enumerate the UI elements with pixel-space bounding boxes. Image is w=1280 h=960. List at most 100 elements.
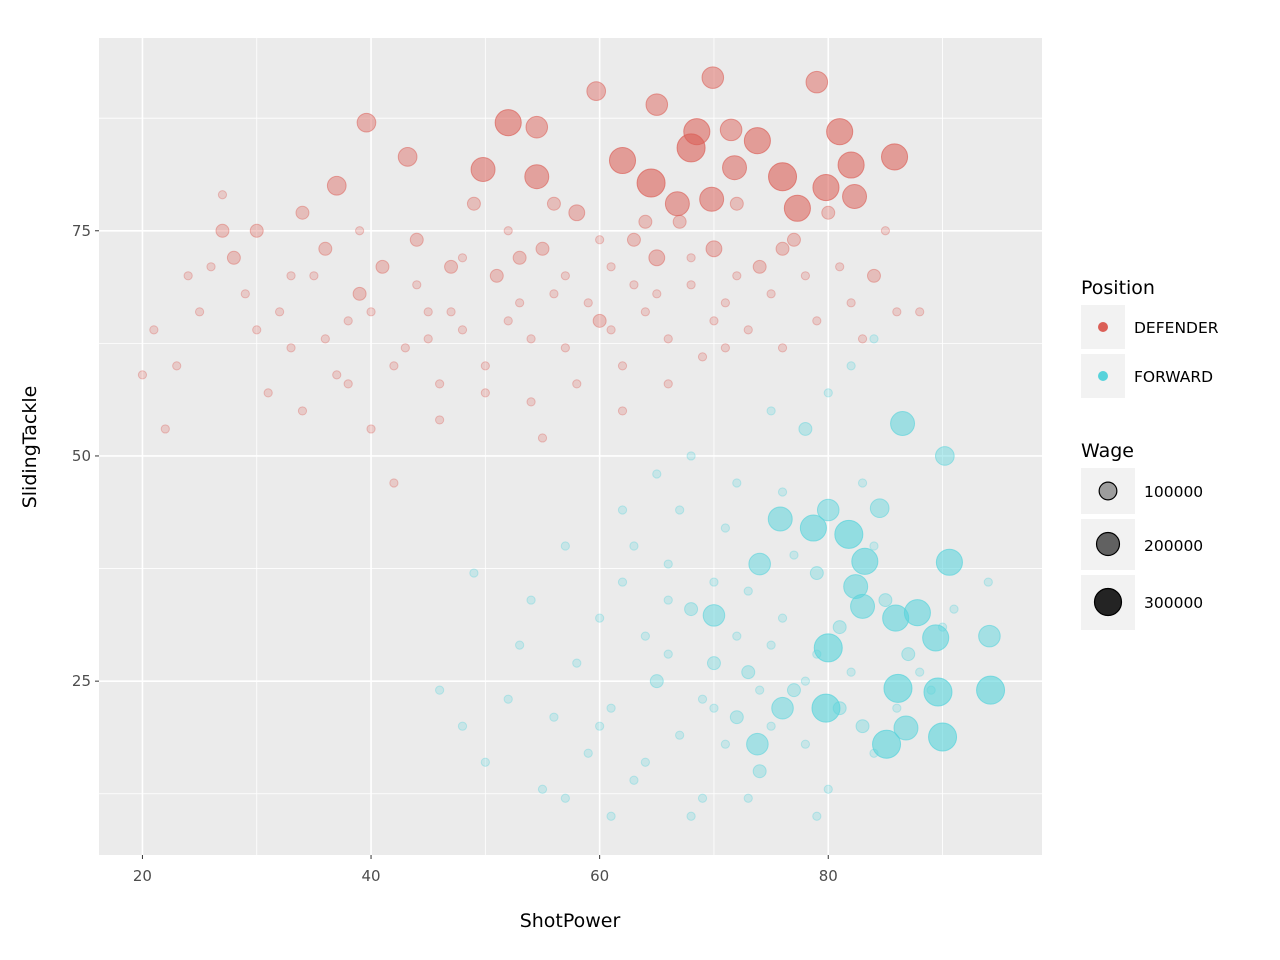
point-forward: [934, 446, 955, 466]
point-defender: [636, 168, 666, 198]
point-forward: [663, 595, 673, 605]
point-forward: [752, 764, 767, 779]
point-defender: [768, 162, 798, 192]
gridlines: [99, 38, 1042, 855]
legend-label-wage-100000: 100000: [1144, 483, 1203, 501]
point-defender: [274, 307, 285, 317]
point-defender: [857, 334, 868, 344]
x-tick-label: 40: [361, 867, 380, 885]
point-defender: [617, 361, 628, 371]
point-forward: [869, 334, 879, 344]
point-forward: [903, 599, 931, 627]
point-forward: [851, 547, 879, 575]
point-defender: [652, 289, 662, 299]
point-defender: [842, 184, 868, 210]
point-defender: [515, 298, 525, 308]
point-defender: [423, 334, 433, 344]
point-defender: [423, 307, 433, 317]
point-defender: [881, 143, 909, 171]
point-defender: [648, 249, 666, 267]
point-defender: [638, 214, 653, 229]
point-defender: [663, 334, 673, 344]
point-forward: [743, 586, 753, 596]
point-defender: [194, 307, 205, 317]
data-points: [137, 66, 1006, 821]
point-forward: [684, 602, 699, 617]
point-defender: [355, 226, 365, 236]
point-defender: [549, 289, 559, 299]
point-defender: [663, 379, 673, 389]
point-defender: [149, 325, 159, 335]
point-forward: [799, 514, 827, 542]
point-forward: [549, 712, 559, 722]
point-defender: [470, 157, 496, 182]
point-forward: [675, 505, 685, 515]
point-defender: [720, 298, 730, 308]
point-forward: [850, 593, 876, 619]
point-defender: [705, 240, 723, 258]
point-defender: [444, 259, 459, 274]
point-defender: [526, 334, 536, 344]
point-forward: [846, 361, 856, 371]
axes: 20 40 60 80 25 50 75: [72, 222, 838, 885]
point-forward: [515, 640, 525, 650]
point-defender: [494, 109, 522, 137]
point-defender: [343, 379, 353, 389]
point-defender: [645, 93, 669, 116]
point-forward: [800, 676, 810, 686]
point-forward: [928, 722, 958, 752]
point-defender: [356, 112, 377, 133]
point-forward: [709, 703, 719, 713]
legend-label-wage-300000: 300000: [1144, 594, 1203, 612]
point-forward: [617, 577, 628, 587]
point-defender: [629, 280, 639, 290]
point-forward: [857, 478, 868, 488]
point-defender: [826, 118, 854, 146]
legend-wage: Wage 100000 200000 300000: [1081, 440, 1203, 630]
point-defender: [263, 388, 273, 398]
point-defender: [595, 235, 605, 245]
point-defender: [686, 280, 696, 290]
point-defender: [812, 316, 822, 326]
point-forward: [809, 566, 824, 581]
point-defender: [775, 241, 790, 256]
point-forward: [649, 674, 664, 689]
point-forward: [766, 406, 776, 416]
point-forward: [883, 673, 913, 703]
point-defender: [592, 313, 607, 328]
point-forward: [629, 541, 639, 551]
point-forward: [834, 519, 864, 549]
point-defender: [766, 289, 776, 299]
point-forward: [720, 739, 730, 749]
point-defender: [697, 352, 708, 362]
point-defender: [606, 325, 616, 335]
y-axis-title: SlidingTackle: [19, 386, 41, 509]
point-forward: [526, 595, 536, 605]
point-defender: [397, 147, 418, 167]
point-forward: [595, 613, 605, 623]
point-defender: [606, 262, 616, 272]
legend-key-wage-100000: [1098, 481, 1118, 501]
point-forward: [949, 604, 959, 614]
point-defender: [412, 280, 422, 290]
legend-label-wage-200000: 200000: [1144, 537, 1203, 555]
point-forward: [922, 624, 950, 652]
point-forward: [457, 721, 468, 731]
point-defender: [783, 194, 811, 222]
x-tick-label: 20: [133, 867, 152, 885]
point-defender: [537, 433, 548, 443]
point-forward: [640, 631, 650, 641]
point-forward: [811, 693, 841, 723]
point-defender: [309, 271, 319, 281]
point-forward: [755, 685, 765, 695]
point-defender: [686, 253, 696, 263]
point-forward: [823, 784, 833, 794]
point-defender: [837, 151, 865, 179]
point-forward: [503, 694, 513, 704]
point-forward: [901, 647, 916, 662]
point-defender: [586, 81, 607, 101]
point-forward: [800, 739, 810, 749]
point-forward: [480, 757, 490, 767]
point-defender: [375, 259, 390, 274]
point-defender: [366, 307, 376, 317]
